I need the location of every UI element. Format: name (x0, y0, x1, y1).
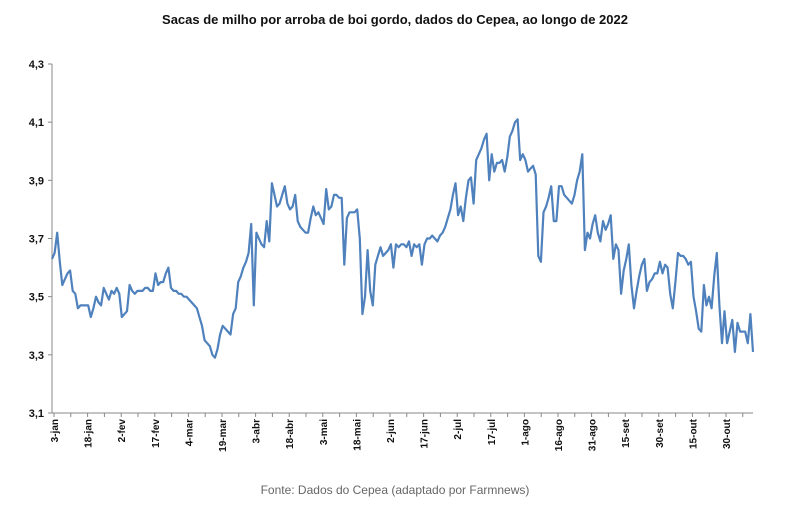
series-line (50, 118, 755, 359)
x-tick-label: 16-ago (554, 419, 565, 451)
y-tick-label: 3,1 (29, 408, 44, 420)
x-tick-label: 18-jan (84, 419, 95, 448)
x-tick-label: 2-fev (117, 419, 128, 443)
y-tick-label: 3,7 (29, 234, 44, 246)
y-tick-label: 4,3 (29, 59, 44, 71)
x-tick-label: 4-mar (184, 419, 195, 446)
y-tick-label: 3,5 (29, 292, 44, 304)
x-tick-label: 1-ago (520, 419, 531, 446)
x-tick-label: 17-jul (487, 419, 498, 445)
x-tick-label: 2-jul (453, 419, 464, 440)
x-tick-label: 30-out (722, 418, 733, 449)
x-tick-label: 3-jan (50, 419, 61, 442)
x-tick-label: 31-ago (588, 419, 599, 451)
x-tick-label: 3-mai (319, 419, 330, 445)
source-note: Fonte: Dados do Cepea (adaptado por Farm… (260, 483, 530, 497)
x-tick-label: 30-set (655, 418, 666, 448)
chart-title: Sacas de milho por arroba de boi gordo, … (162, 12, 628, 27)
x-tick-label: 2-jun (386, 419, 397, 443)
x-tick-label: 3-abr (252, 419, 263, 444)
x-tick-label: 17-jun (420, 419, 431, 448)
y-tick-label: 4,1 (29, 117, 44, 129)
x-tick-label: 18-abr (285, 419, 296, 449)
x-tick-label: 15-set (621, 418, 632, 448)
x-tick-label: 19-mar (218, 419, 229, 452)
x-tick-label: 18-mai (352, 419, 363, 451)
x-tick-label: 17-fev (151, 419, 162, 448)
y-tick-label: 3,3 (29, 350, 44, 362)
x-tick-label: 15-out (688, 418, 699, 449)
y-tick-label: 3,9 (29, 175, 44, 187)
